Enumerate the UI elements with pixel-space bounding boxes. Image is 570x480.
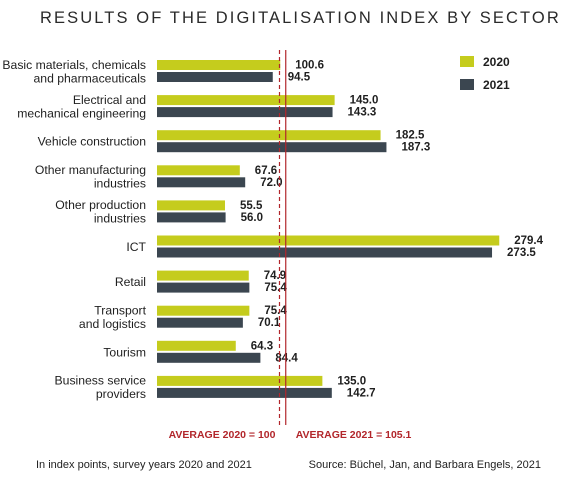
legend-swatch-2020 [460, 56, 474, 67]
bar-2020-8 [157, 305, 250, 316]
value-label-2020-4: 67.6 [255, 165, 277, 177]
value-label-2020-5: 55.5 [240, 200, 263, 212]
value-label-2021-4: 72.0 [260, 177, 282, 189]
value-label-2021-7: 75.4 [264, 282, 287, 294]
bar-2021-1 [157, 72, 273, 82]
legend-label-2021: 2021 [483, 78, 510, 92]
bar-2021-9 [157, 352, 261, 363]
value-label-2020-6: 279.4 [514, 235, 543, 247]
category-label-3: Vehicle construction [38, 135, 146, 149]
legend-label-2020: 2020 [483, 55, 510, 69]
category-label-8-line-1: Transport [94, 303, 146, 317]
value-label-2021-6: 273.5 [507, 247, 536, 259]
bar-2020-10 [157, 375, 323, 386]
bar-2020-1 [157, 60, 281, 70]
category-label-2-line-1: Electrical and [73, 93, 146, 107]
bar-2021-10 [157, 387, 332, 398]
legend-swatch-2021 [460, 79, 474, 90]
category-label-5-line-2: industries [94, 212, 146, 226]
footnote: In index points, survey years 2020 and 2… [36, 459, 252, 471]
bar-2021-3 [157, 142, 387, 153]
bar-2020-7 [157, 270, 249, 281]
bar-2020-4 [157, 165, 240, 176]
category-label-5-line-1: Other production [55, 198, 146, 212]
value-label-2021-8: 70.1 [258, 317, 281, 329]
category-label-10-line-1: Business service [55, 374, 147, 388]
category-label-6: ICT [126, 240, 146, 254]
value-label-2021-1: 94.5 [288, 72, 311, 84]
category-label-4-line-2: industries [94, 177, 146, 191]
value-label-2020-1: 100.6 [295, 60, 324, 72]
value-label-2021-3: 187.3 [401, 142, 430, 154]
value-label-2020-3: 182.5 [396, 130, 425, 142]
bar-2020-3 [157, 130, 381, 141]
category-label-2-line-2: mechanical engineering [17, 106, 146, 120]
category-label-1-line-2: and pharmaceuticals [34, 71, 146, 85]
category-label-7: Retail [115, 275, 146, 289]
category-label-8-line-2: and logistics [79, 317, 146, 331]
value-label-2021-2: 143.3 [348, 107, 377, 119]
value-label-2020-8: 75.4 [264, 305, 287, 317]
bar-2021-2 [157, 107, 333, 118]
value-label-2021-5: 56.0 [241, 212, 263, 224]
value-label-2021-9: 84.4 [275, 352, 298, 364]
bar-2020-9 [157, 340, 236, 351]
value-label-2020-10: 135.0 [337, 375, 366, 387]
value-label-2020-9: 64.3 [251, 340, 273, 352]
category-label-9: Tourism [103, 345, 146, 359]
chart-title: RESULTS OF THE DIGITALISATION INDEX BY S… [40, 9, 561, 27]
category-label-10-line-2: providers [96, 387, 146, 401]
category-label-4-line-1: Other manufacturing [35, 163, 146, 177]
average-2020-label: AVERAGE 2020 = 100 [169, 429, 276, 441]
value-label-2021-10: 142.7 [347, 387, 376, 399]
bar-2020-2 [157, 95, 335, 106]
average-2021-label: AVERAGE 2021 = 105.1 [296, 429, 412, 441]
source-note: Source: Büchel, Jan, and Barbara Engels,… [308, 459, 541, 471]
bar-2021-5 [157, 212, 226, 223]
bar-2020-5 [157, 200, 225, 211]
bar-2021-4 [157, 177, 246, 188]
bar-2021-6 [157, 247, 493, 258]
bar-2021-8 [157, 317, 243, 328]
value-label-2020-2: 145.0 [350, 95, 379, 107]
value-label-2020-7: 74.9 [264, 270, 286, 282]
category-label-1-line-1: Basic materials, chemicals [2, 58, 146, 72]
bar-2021-7 [157, 282, 250, 293]
bar-2020-6 [157, 235, 500, 246]
